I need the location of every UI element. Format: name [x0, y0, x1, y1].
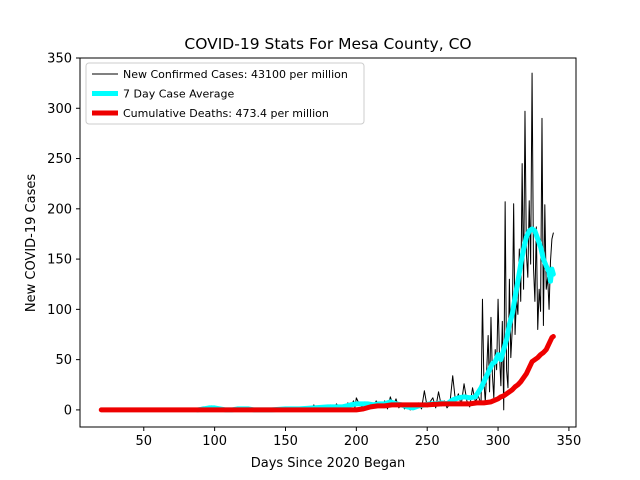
y-tick-label: 350 [47, 52, 72, 67]
x-tick-label: 150 [273, 434, 298, 449]
y-tick-label: 250 [47, 152, 72, 167]
y-axis-title: New COVID-19 Cases [24, 174, 39, 312]
x-tick-label: 100 [202, 434, 227, 449]
legend: New Confirmed Cases: 43100 per million 7 … [85, 62, 365, 125]
y-tick-label: 200 [47, 202, 72, 217]
legend-box [85, 62, 365, 125]
legend-items: New Confirmed Cases: 43100 per million 7 … [92, 68, 348, 120]
x-tick-label: 350 [557, 434, 582, 449]
y-tick-label: 300 [47, 102, 72, 117]
y-tick-label: 150 [47, 253, 72, 268]
x-tick-label: 50 [135, 434, 152, 449]
series-line-cumulative-deaths-473-4-per-million [98, 334, 556, 413]
chart-title: COVID-19 Stats For Mesa County, CO [184, 35, 471, 53]
y-tick-label: 50 [55, 353, 72, 368]
legend-label: 7 Day Case Average [123, 88, 235, 101]
series-layer [98, 72, 556, 413]
x-tick-label: 300 [486, 434, 511, 449]
y-axis-ticks: 0 50 100 150 200 250 300 350 [47, 52, 80, 418]
y-tick-label: 0 [64, 403, 72, 418]
x-axis-ticks: 50 100 150 200 250 300 350 [135, 427, 581, 449]
x-tick-label: 200 [344, 434, 369, 449]
plot-frame [79, 57, 577, 428]
legend-label: New Confirmed Cases: 43100 per million [123, 68, 348, 81]
y-tick-label: 100 [47, 303, 72, 318]
legend-label: Cumulative Deaths: 473.4 per million [123, 107, 329, 120]
x-tick-label: 250 [415, 434, 440, 449]
x-axis-title: Days Since 2020 Began [251, 456, 406, 471]
